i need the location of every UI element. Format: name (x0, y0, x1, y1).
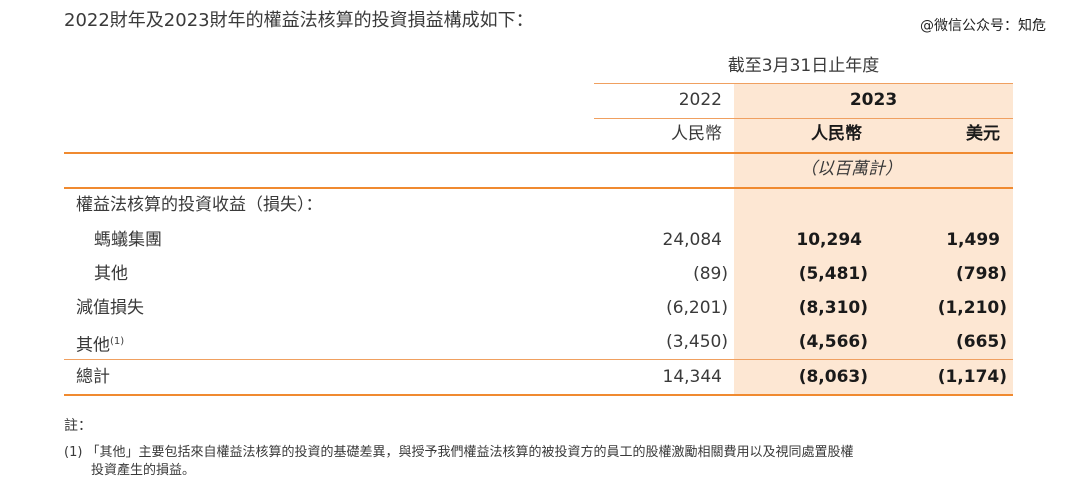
row-label-text: 其他 (76, 335, 110, 356)
value-2023-rmb: 10,294 (796, 230, 862, 250)
currency-2023-rmb: 人民幣 (811, 124, 862, 144)
currency-2022: 人民幣 (671, 124, 722, 144)
notes-title: 註： (64, 418, 92, 434)
divider (594, 118, 1013, 119)
divider (64, 394, 1013, 396)
row-label: 減值損失 (76, 298, 144, 318)
value-2023-usd-total: (1,174) (937, 367, 1007, 387)
divider (64, 187, 1013, 189)
unit-label: （以百萬計） (800, 159, 902, 179)
value-2023-rmb: (4,566) (798, 332, 868, 352)
watermark: @微信公众号：知危 (920, 18, 1046, 34)
value-2023-rmb: (8,310) (798, 298, 868, 318)
divider (64, 152, 1013, 154)
row-label: 權益法核算的投資收益（損失）： (76, 195, 323, 215)
period-header: 截至3月31日止年度 (727, 56, 880, 76)
note-line-2: 投資產生的損益。 (91, 463, 196, 478)
note-line-1: (1) 「其他」主要包括來自權益法核算的投資的基礎差異，與授予我們權益法核算的被… (64, 445, 854, 460)
value-2023-usd: 1,499 (946, 230, 1000, 250)
row-label: 其他(1) (76, 331, 124, 357)
year-2022: 2022 (678, 90, 722, 110)
value-2023-usd: (1,210) (937, 298, 1007, 318)
value-2023-usd: (665) (955, 332, 1007, 352)
row-label-total: 總計 (76, 367, 110, 387)
footnote-marker: (1) (110, 336, 125, 347)
value-2022-total: 14,344 (662, 367, 722, 387)
year-2023: 2023 (849, 90, 898, 110)
value-2022: 24,084 (662, 230, 722, 250)
value-2022: (6,201) (666, 298, 728, 318)
row-label: 螞蟻集團 (94, 230, 162, 250)
divider (594, 83, 1013, 84)
highlight-2023-column (734, 84, 1013, 395)
value-2022: (3,450) (666, 332, 728, 352)
row-label: 其他 (94, 264, 128, 284)
divider (64, 359, 1013, 360)
value-2023-rmb-total: (8,063) (798, 367, 868, 387)
value-2023-rmb: (5,481) (798, 264, 868, 284)
value-2023-usd: (798) (955, 264, 1007, 284)
value-2022: (89) (693, 264, 728, 284)
currency-2023-usd: 美元 (966, 124, 1000, 144)
intro-text: 2022財年及2023財年的權益法核算的投資損益構成如下： (64, 10, 534, 31)
